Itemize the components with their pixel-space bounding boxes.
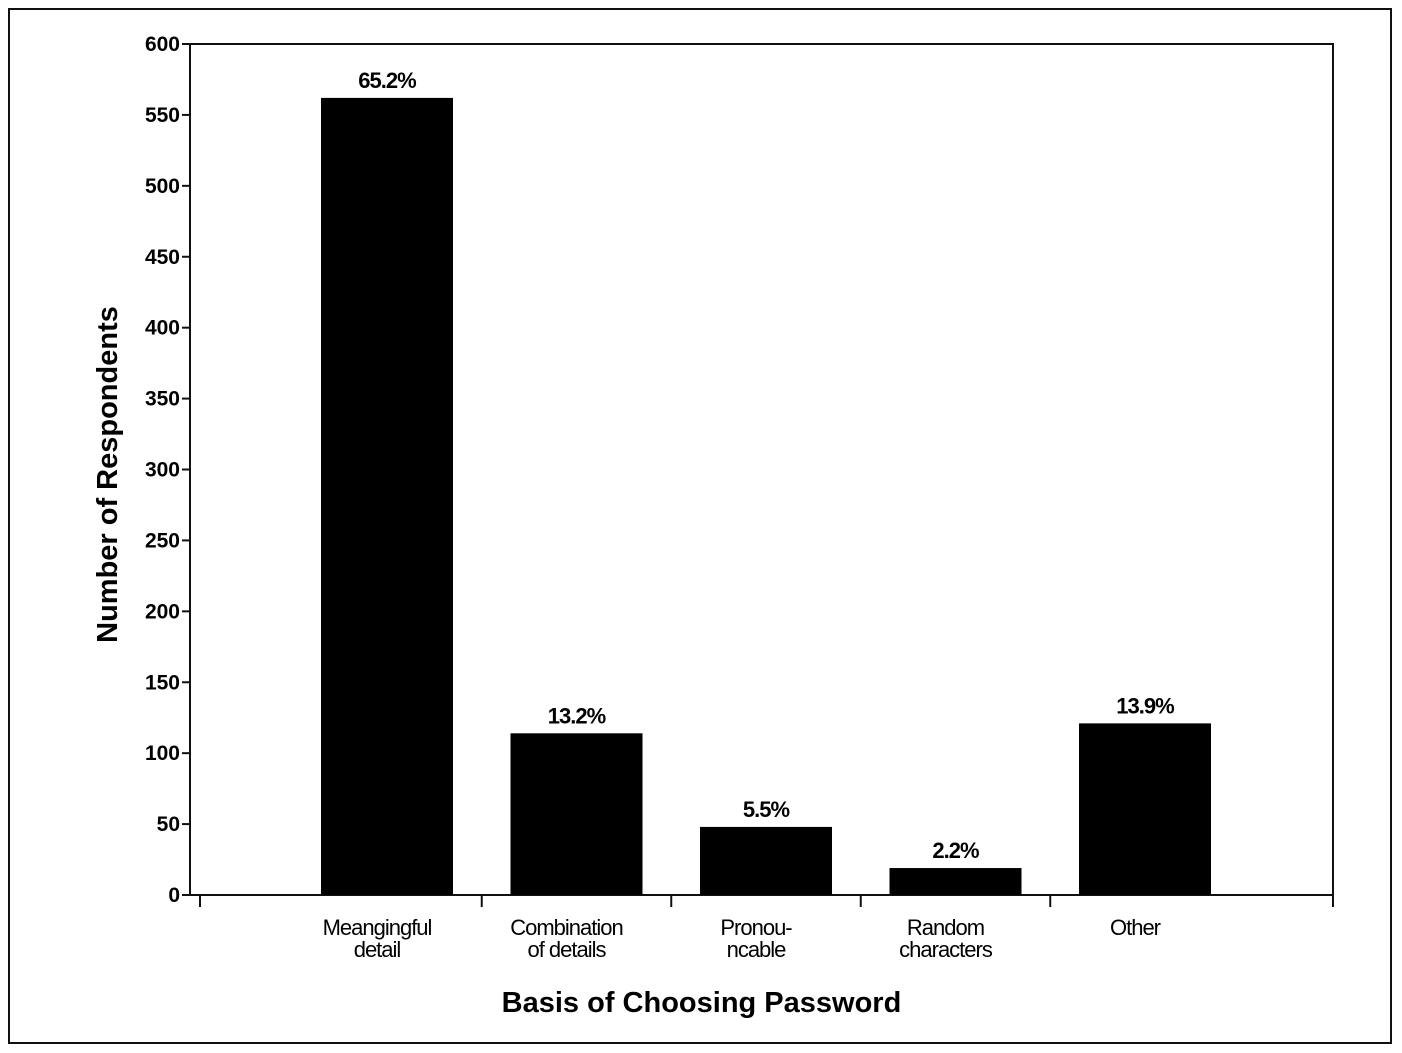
y-tick-label: 50 — [157, 813, 180, 836]
data-label: 5.5% — [743, 797, 790, 822]
x-category-label: characters — [899, 937, 993, 962]
y-tick-label: 200 — [145, 600, 180, 623]
data-label: 13.2% — [548, 703, 606, 728]
y-tick-label: 100 — [145, 742, 180, 765]
y-tick-label: 550 — [145, 104, 180, 127]
y-tick-label: 450 — [145, 246, 180, 269]
bar — [510, 733, 643, 895]
y-tick-label: 250 — [145, 529, 180, 552]
y-tick-label: 400 — [145, 317, 180, 340]
bar — [321, 97, 453, 895]
bars — [321, 97, 1211, 895]
y-tick-label: 0 — [168, 884, 180, 907]
x-category-label: Other — [1110, 915, 1161, 940]
data-label: 65.2% — [358, 68, 416, 93]
y-tick-label: 350 — [145, 388, 180, 411]
y-tick-label: 300 — [145, 459, 180, 482]
x-category-label: ncable — [727, 937, 787, 962]
y-tick-label: 500 — [145, 175, 180, 198]
y-axis: 0 50 100 150 200 250 300 350 400 450 500 550 600 — [145, 33, 190, 907]
data-labels: 65.2% 13.2% 5.5% 2.2% 13.9% — [358, 68, 1175, 863]
chart-frame — [8, 8, 1392, 1044]
y-tick-label: 600 — [145, 33, 180, 56]
bar — [700, 826, 832, 895]
bar — [889, 868, 1022, 895]
x-category-label: Random — [907, 915, 984, 940]
x-category-label: Meangingful — [323, 915, 432, 940]
x-category-label: of details — [527, 937, 606, 962]
y-axis-title: Number of Respondents — [92, 306, 124, 643]
data-label: 2.2% — [932, 838, 979, 863]
data-label: 13.9% — [1116, 693, 1174, 718]
y-tick-label: 150 — [145, 671, 180, 694]
x-category-label: Pronou- — [720, 915, 792, 940]
bar — [1079, 723, 1211, 895]
x-category-label: detail — [354, 937, 401, 962]
x-category-label: Combination — [510, 915, 623, 940]
x-axis-title: Basis of Choosing Password — [502, 987, 902, 1019]
